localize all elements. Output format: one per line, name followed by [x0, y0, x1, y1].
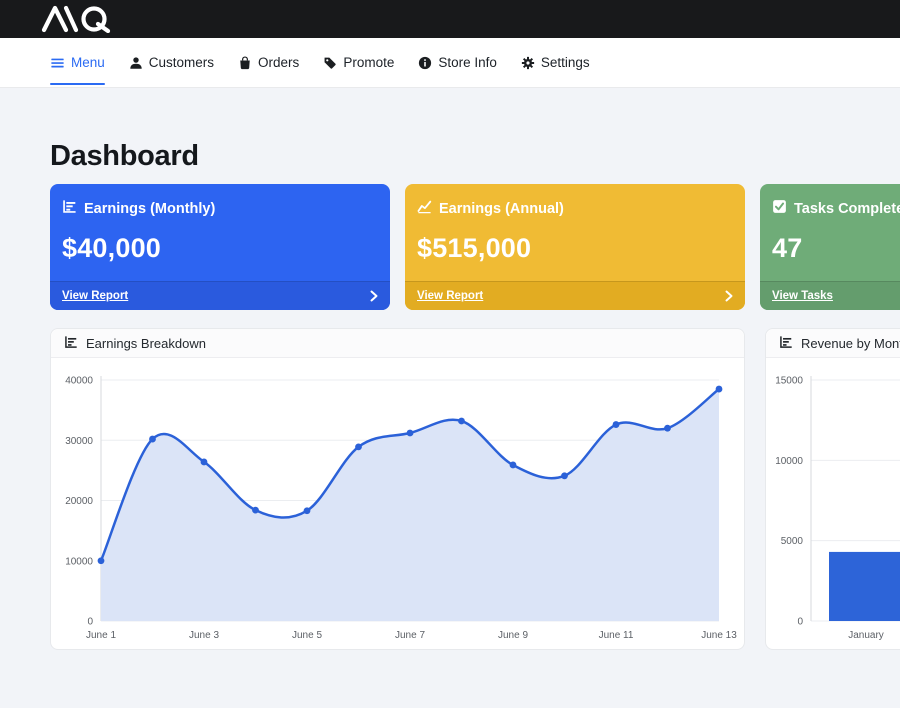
- page-title: Dashboard: [50, 140, 199, 172]
- revenue-by-month-chart: 0 5000 10000 15000 January: [775, 376, 900, 641]
- nav-item-label: Customers: [148, 55, 215, 70]
- earnings-annual-card: Earnings (Annual) $515,000 View Report: [405, 184, 745, 310]
- revenue-by-month-card: Revenue by Month 0 5000 10000 15000 January: [765, 328, 900, 650]
- nav-item-orders[interactable]: Orders: [238, 38, 299, 87]
- svg-text:10000: 10000: [65, 556, 93, 567]
- svg-text:5000: 5000: [781, 536, 804, 547]
- earnings-monthly-card: Earnings (Monthly) $40,000 View Report: [50, 184, 390, 310]
- chart-line-icon: [417, 199, 432, 218]
- svg-text:15000: 15000: [775, 376, 803, 387]
- chart-body: 0 5000 10000 15000 January: [766, 358, 900, 649]
- view-tasks-link[interactable]: View Tasks: [760, 281, 900, 310]
- chart-header: Revenue by Month: [766, 329, 900, 358]
- card-title-label: Tasks Completed: [794, 200, 900, 217]
- brand-logo[interactable]: [40, 5, 132, 33]
- svg-text:20000: 20000: [65, 496, 93, 507]
- chart-title: Revenue by Month: [801, 335, 900, 351]
- svg-text:June 3: June 3: [189, 630, 219, 641]
- nav-item-label: Settings: [540, 55, 590, 70]
- charts-row: Earnings Breakdown 0 10000 20000 30000 40000…: [50, 328, 900, 650]
- view-report-link[interactable]: View Report: [405, 281, 745, 310]
- svg-text:30000: 30000: [65, 436, 93, 447]
- nav-item-promote[interactable]: Promote: [323, 38, 394, 87]
- topbar: [0, 0, 900, 38]
- link-label: View Report: [62, 290, 129, 302]
- svg-text:January: January: [848, 630, 884, 641]
- stat-cards-row: Earnings (Monthly) $40,000 View Report E…: [50, 184, 900, 310]
- svg-text:June 11: June 11: [599, 630, 634, 641]
- view-report-link[interactable]: View Report: [50, 281, 390, 310]
- svg-text:June 7: June 7: [395, 630, 425, 641]
- shopping-bag-icon: [238, 55, 252, 70]
- link-label: View Tasks: [772, 290, 833, 302]
- svg-text:0: 0: [797, 617, 803, 628]
- chevron-right-icon: [370, 290, 378, 302]
- svg-text:0: 0: [87, 617, 93, 628]
- nav-item-label: Promote: [343, 55, 395, 70]
- card-value: $40,000: [62, 233, 161, 263]
- main-nav: Menu Customers Orders Promote Store Info…: [0, 38, 900, 88]
- chart-body: 0 10000 20000 30000 40000 June 1 June 3 June 5 J…: [51, 358, 744, 649]
- svg-text:40000: 40000: [65, 376, 93, 387]
- chevron-right-icon: [725, 290, 733, 302]
- nav-item-label: Store Info: [438, 55, 497, 70]
- tasks-completed-card: Tasks Completed 47 View Tasks: [760, 184, 900, 310]
- card-value: $515,000: [417, 233, 532, 263]
- link-label: View Report: [417, 290, 484, 302]
- chart-title: Earnings Breakdown: [86, 335, 206, 351]
- check-square-icon: [772, 199, 787, 218]
- card-title: Earnings (Annual): [417, 199, 733, 218]
- card-title: Tasks Completed: [772, 199, 900, 218]
- chart-bar-icon: [62, 199, 77, 218]
- nav-item-label: Orders: [258, 55, 300, 70]
- card-body: Tasks Completed 47: [760, 184, 900, 281]
- nav-item-menu[interactable]: Menu: [50, 38, 105, 87]
- chart-header: Earnings Breakdown: [51, 329, 744, 358]
- main-content: Dashboard Earnings (Monthly) $40,000 Vie…: [0, 140, 900, 650]
- gear-icon: [521, 56, 535, 70]
- card-title-label: Earnings (Annual): [439, 200, 564, 217]
- card-value: 47: [772, 233, 803, 263]
- nav-item-store-info[interactable]: Store Info: [418, 38, 497, 87]
- nav-item-label: Menu: [71, 55, 105, 70]
- card-body: Earnings (Annual) $515,000: [405, 184, 745, 281]
- svg-text:10000: 10000: [775, 456, 803, 467]
- chart-bar-icon: [64, 335, 78, 352]
- earnings-breakdown-card: Earnings Breakdown 0 10000 20000 30000 40000…: [50, 328, 745, 650]
- svg-text:June 9: June 9: [498, 630, 528, 641]
- nav-item-settings[interactable]: Settings: [521, 38, 590, 87]
- earnings-breakdown-chart: 0 10000 20000 30000 40000 June 1 June 3 June 5 J…: [65, 376, 737, 642]
- svg-text:June 13: June 13: [701, 630, 737, 641]
- tag-icon: [323, 56, 337, 70]
- hamburger-icon: [50, 56, 65, 70]
- card-body: Earnings (Monthly) $40,000: [50, 184, 390, 281]
- svg-text:June 5: June 5: [292, 630, 322, 641]
- card-title-label: Earnings (Monthly): [84, 200, 216, 217]
- nav-item-customers[interactable]: Customers: [129, 38, 214, 87]
- person-icon: [129, 56, 143, 70]
- brand-logo-mark: [41, 5, 111, 33]
- card-title: Earnings (Monthly): [62, 199, 378, 218]
- svg-text:June 1: June 1: [86, 630, 116, 641]
- chart-bar-icon: [779, 335, 793, 352]
- info-circle-icon: [418, 56, 432, 70]
